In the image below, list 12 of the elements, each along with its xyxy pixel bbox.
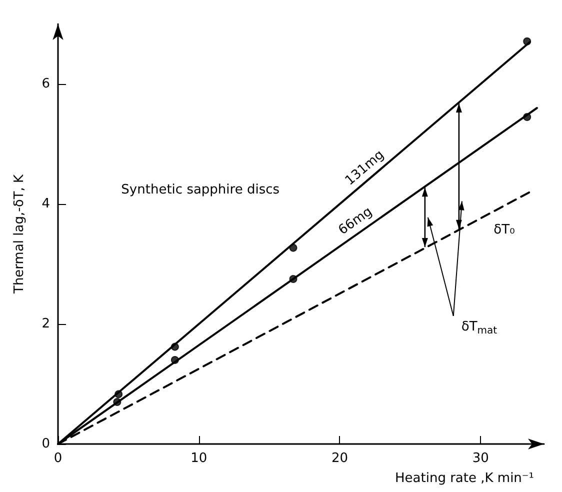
y-tick-label: 0 [42,436,50,452]
y-axis-title: Thermal lag,-δT, K [12,174,27,295]
x-tick-label: 20 [331,451,348,466]
x-axis-title: Heating rate ,K min⁻¹ [395,471,534,486]
y-tick-label: 4 [42,196,50,212]
annotation: Synthetic sapphire discs [121,182,280,198]
y-tick-label: 6 [42,76,50,92]
x-tick-label: 10 [190,451,208,466]
y-tick-label: 2 [42,316,50,332]
series-label: δT₀ [494,222,515,238]
x-tick-label: 30 [472,451,489,466]
x-tick-label: 0 [54,451,62,466]
